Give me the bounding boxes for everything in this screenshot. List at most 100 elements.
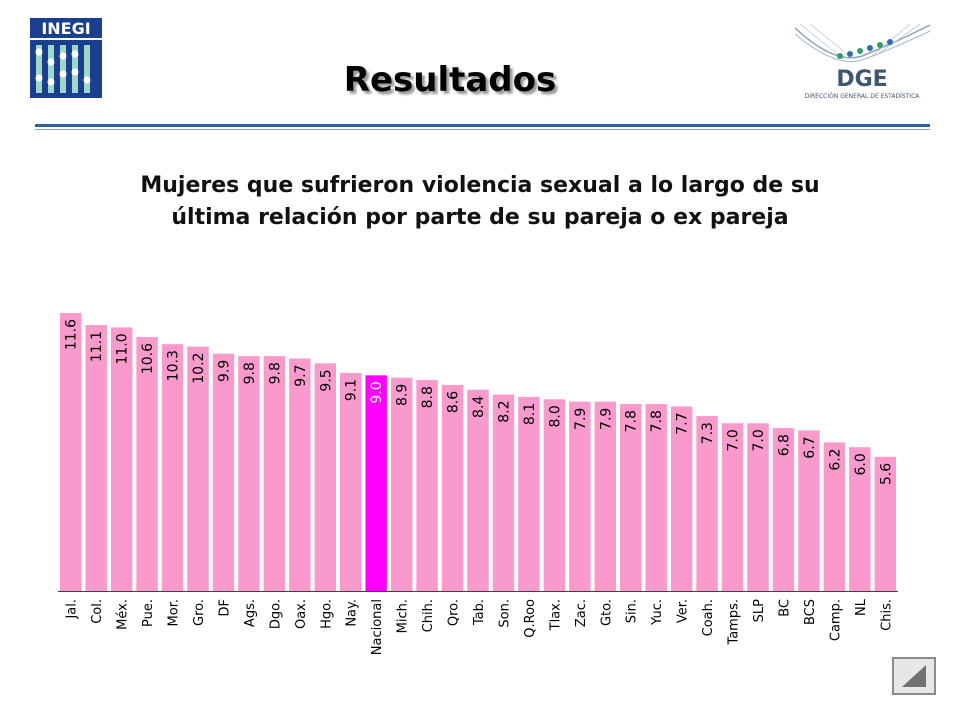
- tick-label-Dgo.: Dgo.: [268, 599, 283, 629]
- tick-label-Chih.: Chih.: [421, 599, 436, 632]
- bar-Zac.: [569, 401, 591, 591]
- bar-Tlax.: [543, 399, 566, 591]
- bar-BC: [772, 428, 795, 591]
- bar-Gro.: [187, 346, 209, 591]
- data-label-Mich.: 8.9: [395, 384, 411, 406]
- dge-logo: DGE DIRECCIÓN GENERAL DE ESTADÍSTICA: [794, 23, 931, 100]
- tick-label-Tlax.: Tlax.: [548, 599, 563, 631]
- bar-Sin.: [620, 404, 642, 591]
- tick-label-Jal.: Jal.: [65, 599, 80, 620]
- data-label-Tamps.: 7.0: [726, 429, 742, 451]
- header-rule-thin: [35, 129, 930, 130]
- bar-Q.Roo: [518, 396, 540, 591]
- dge-logo-text: DGE: [836, 67, 887, 92]
- data-label-Gto.: 7.9: [598, 408, 614, 430]
- data-label-Sin.: 7.8: [624, 410, 640, 432]
- bar-Camp.: [823, 442, 846, 591]
- data-label-Nacional: 9.0: [369, 381, 385, 403]
- next-slide-button[interactable]: [892, 657, 936, 695]
- bar-Col.: [85, 324, 107, 591]
- tick-label-Qro.: Qro.: [447, 599, 462, 626]
- data-label-Ags.: 9.8: [242, 362, 258, 384]
- tick-label-Zac.: Zac.: [574, 599, 589, 627]
- tick-label-Yuc.: Yuc.: [650, 599, 665, 626]
- tick-label-Mich.: Mich.: [396, 599, 411, 633]
- bar-Gto.: [594, 401, 616, 591]
- data-label-Pue.: 10.6: [140, 343, 156, 374]
- data-label-SLP: 7.0: [751, 429, 767, 451]
- tick-label-Mor.: Mor.: [167, 599, 182, 626]
- bar-Mich.: [390, 377, 413, 591]
- tick-label-Camp.: Camp.: [828, 599, 843, 641]
- tick-label-Tab.: Tab.: [472, 599, 487, 626]
- bar-BCS: [798, 430, 820, 591]
- bar-Méx.: [110, 327, 133, 591]
- data-label-Chih.: 8.8: [420, 386, 436, 408]
- bar-Chih.: [416, 380, 438, 591]
- chart-subtitle-line-1: Mujeres que sufrieron violencia sexual a…: [140, 173, 820, 198]
- tick-label-Nay.: Nay.: [345, 599, 360, 627]
- tick-label-BCS: BCS: [803, 599, 818, 625]
- data-label-Q.Roo: 8.1: [522, 403, 538, 425]
- bar-DF: [212, 353, 235, 591]
- tick-label-Hgo.: Hgo.: [319, 599, 334, 629]
- data-label-Son.: 8.2: [496, 400, 512, 422]
- bar-NL: [849, 447, 871, 591]
- bar-Oax.: [289, 358, 311, 591]
- bar-Jal.: [60, 313, 82, 591]
- data-label-BC: 6.8: [776, 434, 792, 456]
- data-label-Coah.: 7.3: [700, 422, 716, 444]
- data-label-Gro.: 10.2: [191, 353, 207, 384]
- bar-Nay.: [340, 372, 362, 591]
- tick-label-Méx.: Méx.: [116, 599, 131, 630]
- tick-label-Col.: Col.: [90, 599, 105, 624]
- bar-Yuc.: [645, 404, 667, 591]
- tick-label-Coah.: Coah.: [701, 599, 716, 636]
- data-label-Méx.: 11.0: [115, 333, 131, 364]
- data-label-BCS: 6.7: [802, 436, 818, 458]
- tick-label-Gto.: Gto.: [599, 599, 614, 626]
- data-label-Zac.: 7.9: [573, 408, 589, 430]
- data-label-Yuc.: 7.8: [649, 410, 665, 432]
- data-label-Qro.: 8.6: [446, 391, 462, 413]
- bar-Ver.: [670, 406, 693, 591]
- tick-label-Gro.: Gro.: [192, 599, 207, 626]
- tick-label-Chis.: Chis.: [879, 599, 894, 631]
- chart-subtitle: Mujeres que sufrieron violencia sexual a…: [40, 170, 920, 234]
- tick-label-Son.: Son.: [497, 599, 512, 628]
- bar-Dgo.: [263, 356, 286, 591]
- bar-Qro.: [441, 384, 464, 591]
- bar-Ags.: [238, 356, 260, 591]
- tick-label-Nacional: Nacional: [370, 599, 385, 655]
- data-label-Oax.: 9.7: [293, 365, 309, 387]
- tick-label-Ags.: Ags.: [243, 599, 258, 627]
- data-label-Dgo.: 9.8: [267, 362, 283, 384]
- bar-Chis.: [874, 456, 896, 591]
- arrow-down-right-icon: [902, 665, 926, 687]
- bar-Coah.: [696, 416, 718, 591]
- data-label-Jal.: 11.6: [64, 319, 80, 350]
- page-title: Resultados: [343, 60, 557, 100]
- inegi-logo-text: INEGI: [41, 19, 90, 38]
- data-label-Nay.: 9.1: [344, 379, 360, 401]
- tick-label-DF: DF: [217, 599, 232, 617]
- data-label-Tlax.: 8.0: [547, 405, 563, 427]
- dge-dots: [837, 39, 893, 59]
- data-label-Tab.: 8.4: [471, 396, 487, 418]
- inegi-logo: INEGI: [28, 18, 104, 100]
- tick-label-BC: BC: [777, 599, 792, 617]
- bar-SLP: [747, 423, 769, 591]
- tick-label-Sin.: Sin.: [625, 599, 640, 623]
- data-label-DF: 9.9: [216, 360, 232, 382]
- dge-logo-caption: DIRECCIÓN GENERAL DE ESTADÍSTICA: [805, 93, 921, 100]
- data-label-NL: 6.0: [853, 453, 869, 475]
- data-label-Ver.: 7.7: [675, 412, 691, 434]
- bar-Son.: [492, 394, 515, 591]
- data-label-Camp.: 6.2: [827, 448, 843, 470]
- bar-Tamps.: [721, 423, 744, 591]
- tick-label-Oax.: Oax.: [294, 599, 309, 629]
- bar-Mor.: [161, 344, 184, 591]
- tick-label-NL: NL: [854, 598, 869, 616]
- bar-Nacional: [365, 375, 387, 591]
